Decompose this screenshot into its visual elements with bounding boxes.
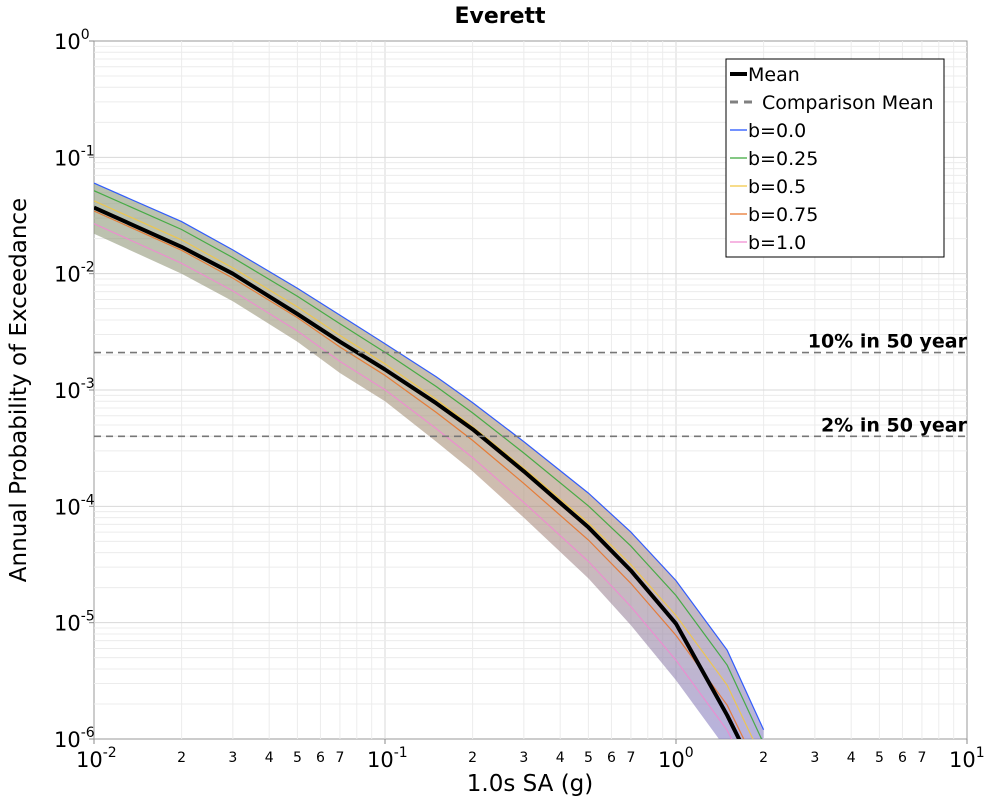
y-tick-label: 10-4 <box>54 492 95 519</box>
legend-entry: b=0.0 <box>730 120 806 142</box>
legend-label: Mean <box>748 64 800 86</box>
x-minor-tick-label: 4 <box>556 750 565 766</box>
x-minor-tick-label: 2 <box>468 750 477 766</box>
series-line-b-1-0 <box>94 223 733 739</box>
y-tick-label: 100 <box>54 27 90 54</box>
x-minor-tick-label: 2 <box>177 750 186 766</box>
x-minor-tick-label: 3 <box>810 750 819 766</box>
legend-label: b=1.0 <box>748 232 806 254</box>
x-axis-label: 1.0s SA (g) <box>467 771 594 797</box>
y-tick-label: 10-3 <box>54 376 95 403</box>
x-tick-label: 100 <box>658 745 694 772</box>
series-line-b-0-75 <box>94 210 745 739</box>
chart-title: Everett <box>454 4 546 29</box>
y-axis-label: Annual Probability of Exceedance <box>6 198 32 582</box>
legend-label: b=0.75 <box>748 204 818 226</box>
x-minor-tick-label: 6 <box>898 750 907 766</box>
legend-entry: Comparison Mean <box>730 92 934 114</box>
x-minor-tick-label: 4 <box>265 750 274 766</box>
legend: Mean Comparison Mean b=0.0 b=0.25 b=0.5 b=0.7… <box>725 58 945 258</box>
x-minor-tick-label: 4 <box>847 750 856 766</box>
y-tick-label: 10-1 <box>54 143 95 170</box>
legend-entry: b=0.25 <box>730 148 818 170</box>
x-tick-label: 10-1 <box>367 745 408 772</box>
reference-line-label: 10% in 50 year <box>808 331 968 353</box>
y-tick-label: 10-2 <box>54 260 95 287</box>
x-minor-tick-label: 7 <box>626 750 635 766</box>
x-minor-tick-label: 7 <box>335 750 344 766</box>
x-minor-tick-label: 3 <box>519 750 528 766</box>
legend-entry: Mean <box>730 64 800 86</box>
x-minor-tick-label: 2 <box>759 750 768 766</box>
x-tick-label: 10-2 <box>76 745 117 772</box>
x-minor-tick-label: 5 <box>875 750 884 766</box>
x-minor-tick-label: 5 <box>293 750 302 766</box>
y-tick-label: 10-6 <box>54 725 95 752</box>
y-axis-ticks: 100 10-1 10-2 10-3 10-4 10-5 10-6 <box>54 27 95 752</box>
y-tick-label: 10-5 <box>54 609 95 636</box>
reference-lines: 10% in 50 year 2% in 50 year <box>94 331 968 438</box>
legend-entry: b=1.0 <box>730 232 806 254</box>
series-line-b-0-5 <box>94 200 754 739</box>
reference-line-label: 2% in 50 year <box>821 414 968 436</box>
legend-box <box>725 58 945 258</box>
grid <box>94 41 967 739</box>
x-minor-tick-label: 6 <box>316 750 325 766</box>
series-lines <box>94 182 765 739</box>
x-minor-tick-label: 3 <box>228 750 237 766</box>
x-minor-tick-label: 7 <box>917 750 926 766</box>
legend-label: b=0.5 <box>748 176 806 198</box>
legend-entry: b=0.75 <box>730 204 818 226</box>
legend-label: b=0.25 <box>748 148 818 170</box>
legend-label: Comparison Mean <box>762 92 934 114</box>
series-line-b-0-25 <box>94 190 763 739</box>
legend-label: b=0.0 <box>748 120 806 142</box>
x-tick-label: 101 <box>949 745 985 772</box>
x-minor-tick-label: 6 <box>607 750 616 766</box>
mean-line <box>94 205 742 739</box>
series-line-b-0-0 <box>94 182 765 731</box>
legend-entry: b=0.5 <box>730 176 806 198</box>
x-minor-tick-label: 5 <box>584 750 593 766</box>
